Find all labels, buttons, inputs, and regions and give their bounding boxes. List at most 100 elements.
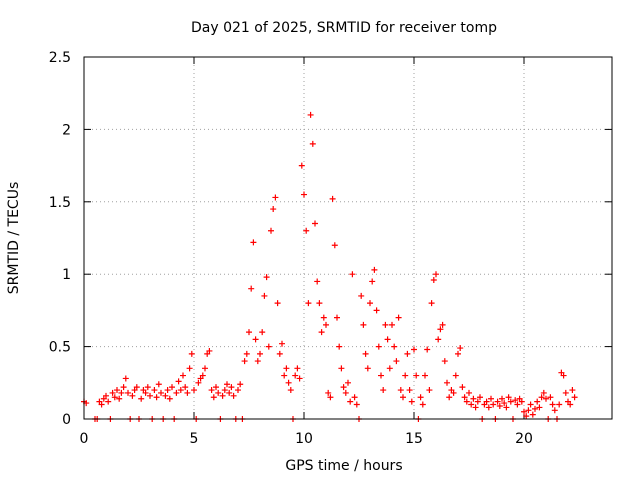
data-point: [230, 392, 237, 399]
data-point: [129, 392, 136, 399]
data-point: [268, 227, 274, 234]
data-point: [118, 389, 125, 396]
data-point: [556, 401, 563, 408]
data-point: [323, 321, 329, 328]
data-point: [404, 350, 411, 357]
x-tick-label: 5: [190, 431, 199, 447]
data-point: [571, 394, 578, 401]
data-point: [523, 413, 530, 420]
data-point: [305, 300, 312, 307]
data-point: [532, 405, 538, 412]
data-point: [334, 314, 340, 321]
data-point: [367, 300, 373, 307]
data-point: [463, 398, 470, 405]
data-point: [331, 242, 338, 249]
data-point: [505, 394, 512, 401]
data-point: [175, 378, 182, 385]
data-point: [501, 400, 508, 407]
data-point: [547, 394, 554, 401]
data-point: [422, 372, 428, 379]
data-point: [98, 401, 105, 408]
data-point: [303, 227, 310, 234]
data-point: [221, 387, 228, 394]
data-point: [472, 404, 479, 411]
data-point: [188, 350, 195, 357]
data-point: [298, 162, 305, 169]
data-point: [114, 387, 120, 394]
data-point: [109, 389, 116, 396]
data-point: [483, 398, 490, 405]
data-point: [285, 379, 292, 386]
data-point: [241, 358, 248, 365]
data-point: [371, 266, 378, 273]
data-point: [186, 365, 193, 372]
data-point: [444, 379, 450, 386]
data-point: [397, 387, 404, 394]
data-point: [105, 398, 112, 405]
data-point: [191, 387, 197, 394]
data-point: [155, 381, 162, 388]
data-point: [243, 350, 250, 357]
data-point: [360, 321, 367, 328]
data-point: [307, 111, 314, 118]
data-point: [235, 387, 241, 394]
data-point: [213, 384, 219, 391]
data-point: [382, 321, 389, 328]
data-point: [496, 402, 503, 409]
y-axis-label: SRMTID / TECUs: [6, 182, 22, 295]
data-point: [208, 387, 215, 394]
data-point: [250, 239, 257, 246]
data-point: [362, 350, 369, 357]
data-point: [345, 379, 351, 386]
data-point: [521, 408, 527, 415]
data-point: [173, 389, 180, 396]
data-point: [529, 411, 536, 418]
data-point: [430, 276, 437, 283]
data-point: [353, 401, 360, 408]
data-point: [147, 392, 153, 399]
data-point: [389, 321, 395, 328]
data-point: [283, 365, 290, 372]
data-point: [441, 358, 448, 365]
data-point: [419, 401, 426, 408]
data-point: [375, 343, 382, 350]
data-point: [466, 389, 472, 396]
data-point: [180, 372, 186, 379]
data-point: [461, 394, 468, 401]
data-point: [270, 206, 277, 213]
data-point: [455, 350, 461, 357]
data-point: [534, 398, 541, 405]
data-point: [292, 372, 299, 379]
data-point: [329, 195, 336, 202]
data-point: [540, 389, 547, 396]
data-point: [138, 395, 145, 402]
data-point: [499, 395, 505, 402]
y-tick-label: 1.5: [49, 195, 71, 211]
data-point: [452, 372, 459, 379]
data-point: [347, 398, 354, 405]
data-point: [428, 300, 435, 307]
data-point: [263, 274, 270, 281]
data-point: [144, 384, 151, 391]
data-point: [158, 389, 164, 396]
data-point: [457, 345, 464, 352]
data-point: [426, 387, 433, 394]
data-point: [151, 387, 158, 394]
data-point: [562, 389, 569, 396]
data-point: [246, 329, 252, 336]
x-tick-label: 20: [515, 431, 533, 447]
data-point: [450, 389, 457, 396]
data-point: [312, 220, 318, 227]
data-point: [164, 387, 171, 394]
x-tick-label: 0: [80, 431, 89, 447]
data-point: [358, 292, 365, 299]
data-point: [281, 372, 288, 379]
data-point: [393, 358, 400, 365]
x-tick-label: 10: [295, 431, 313, 447]
data-point: [184, 389, 191, 396]
data-point: [248, 285, 255, 292]
data-point: [411, 346, 417, 353]
data-point: [153, 394, 160, 401]
data-point: [402, 372, 409, 379]
data-point: [166, 395, 173, 402]
